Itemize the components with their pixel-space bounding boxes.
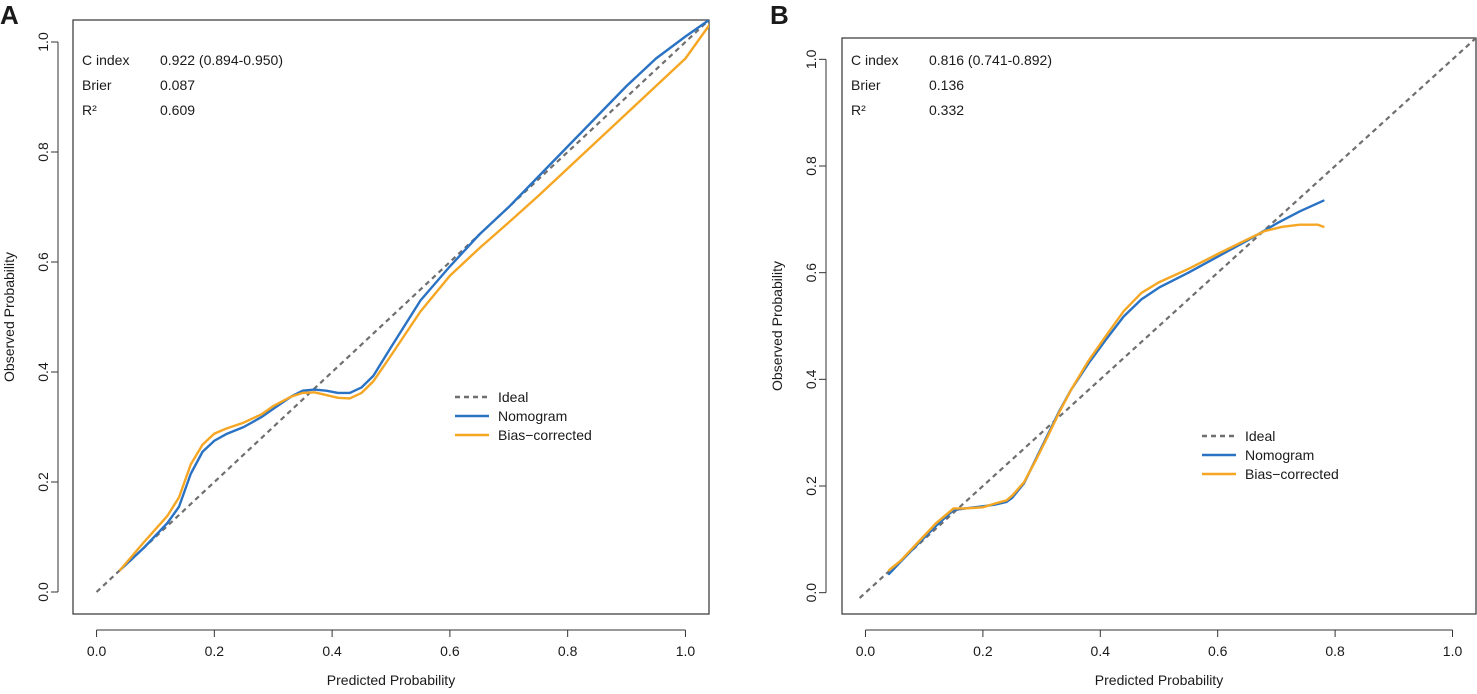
y-tick-label: 0.6 [803,263,819,283]
panel-a: A 0.0 0.2 0.4 0.6 0.8 1.0 0.0 0.2 0.4 0.6 0.8 1.0 Pre… [0,0,710,688]
stat-label: Brier [82,77,112,93]
x-tick-label: 0.2 [205,643,225,659]
y-tick-label: 0.2 [35,472,51,492]
series-ideal [858,38,1476,599]
series-bias-corrected [118,24,709,572]
x-axis-title: Predicted Probability [1095,672,1223,688]
x-tick-label: 0.6 [440,643,460,659]
series-nomogram [887,199,1325,576]
series-bias-corrected [887,223,1325,572]
x-tick-label: 0.0 [87,643,107,659]
x-tick-label: 1.0 [1443,643,1463,659]
plot-frame [841,37,1477,615]
y-axis-title: Observed Probability [769,261,785,391]
y-axis-title: Observed Probability [1,252,17,382]
y-tick-label: 0.4 [35,362,51,382]
y-tick-label: 0.2 [803,476,819,496]
stat-value: 0.136 [929,77,964,93]
legend-label: Bias−corrected [1245,466,1339,482]
stat-label: Brier [851,77,881,93]
stat-value: 0.922 (0.894-0.950) [160,52,283,68]
y-tick-label: 0.0 [35,582,51,602]
series-nomogram [118,20,709,572]
x-tick-label: 0.0 [856,643,876,659]
y-tick-label: 0.4 [803,369,819,389]
legend: Ideal Nomogram Bias−corrected [455,389,592,443]
panel-b: B 0.0 0.2 0.4 0.6 0.8 1.0 0.0 0.2 0.4 0.6 0.8 1.0 Pre… [769,0,1477,688]
x-tick-label: 0.4 [322,643,342,659]
panel-label: B [770,0,789,30]
series-group [95,20,709,593]
stat-label: C index [82,52,129,68]
y-tick-label: 0.8 [35,142,51,162]
legend: Ideal Nomogram Bias−corrected [1202,428,1339,482]
x-tick-label: 1.0 [676,643,696,659]
x-tick-label: 0.8 [558,643,578,659]
legend-label: Ideal [498,389,528,405]
y-tick-label: 1.0 [803,49,819,69]
legend-label: Nomogram [1245,447,1314,463]
stat-label: R² [851,102,866,118]
legend-label: Nomogram [498,408,567,424]
x-tick-label: 0.2 [973,643,993,659]
legend-label: Bias−corrected [498,427,592,443]
y-tick-label: 0.6 [35,252,51,272]
stat-label: C index [851,52,898,68]
stat-value: 0.332 [929,102,964,118]
x-tick-label: 0.6 [1208,643,1228,659]
series-group [858,38,1476,599]
x-axis-title: Predicted Probability [327,672,455,688]
x-tick-label: 0.4 [1091,643,1111,659]
stat-label: R² [82,102,97,118]
series-ideal [95,20,709,593]
legend-label: Ideal [1245,428,1275,444]
y-tick-label: 0.8 [803,156,819,176]
y-tick-label: 1.0 [35,32,51,52]
y-tick-label: 0.0 [803,583,819,603]
stat-value: 0.087 [160,77,195,93]
plot-frame [72,19,710,615]
panel-label: A [0,0,19,30]
x-tick-label: 0.8 [1325,643,1345,659]
stat-value: 0.609 [160,102,195,118]
stat-value: 0.816 (0.741-0.892) [929,52,1052,68]
